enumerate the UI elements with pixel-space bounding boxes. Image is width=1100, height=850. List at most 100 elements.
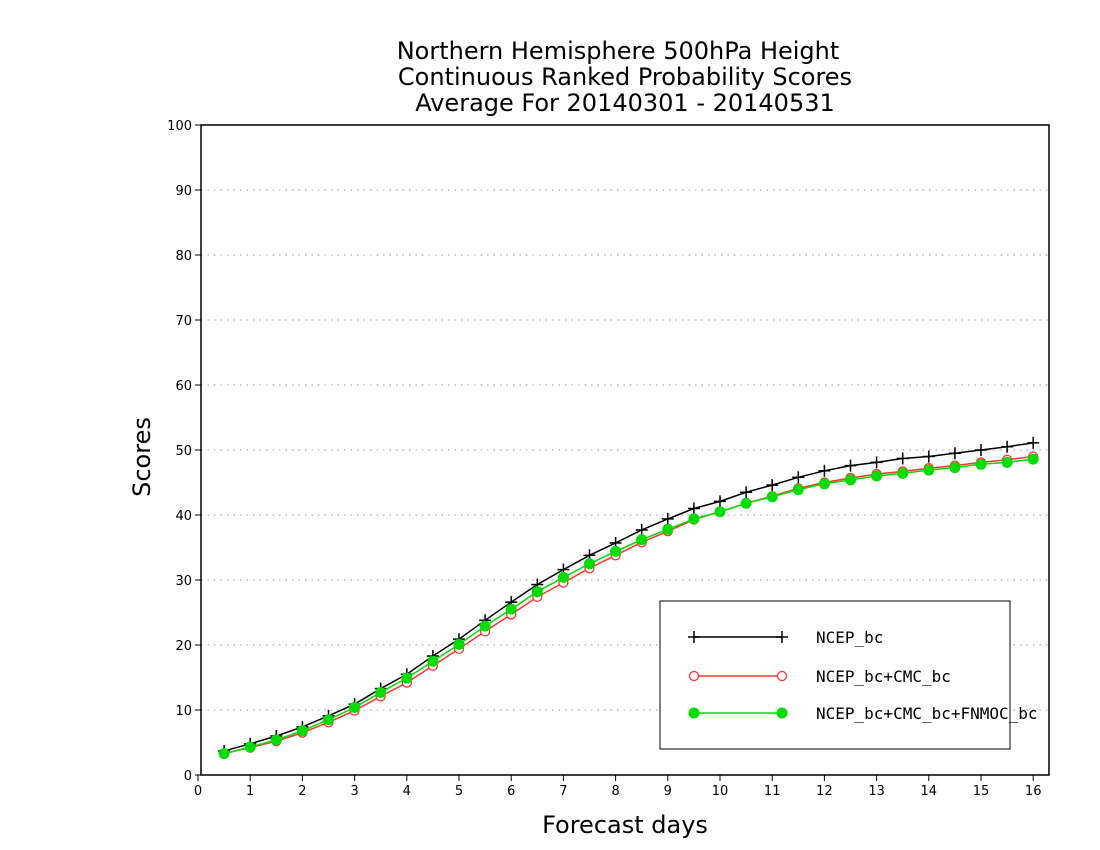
filled-circle-marker bbox=[740, 497, 752, 509]
legend-label: NCEP_bc+CMC_bc bbox=[816, 667, 951, 686]
y-tick-label: 0 bbox=[184, 769, 192, 784]
filled-circle-marker bbox=[688, 707, 700, 719]
filled-circle-marker bbox=[662, 523, 674, 535]
y-tick-label: 10 bbox=[175, 704, 192, 719]
y-tick-label: 20 bbox=[175, 639, 192, 654]
filled-circle-marker bbox=[1027, 453, 1039, 465]
legend-label: NCEP_bc bbox=[816, 628, 883, 647]
plus-marker bbox=[776, 631, 788, 643]
y-axis-ticks: 0 10 20 30 40 50 60 70 80 90 100 bbox=[167, 119, 201, 784]
filled-circle-marker bbox=[949, 462, 961, 474]
title-line-2: Continuous Ranked Probability Scores bbox=[398, 63, 852, 91]
x-tick-label: 8 bbox=[611, 784, 619, 799]
filled-circle-marker bbox=[923, 464, 935, 476]
filled-circle-marker bbox=[1001, 456, 1013, 468]
plus-marker bbox=[661, 512, 674, 525]
x-tick-label: 16 bbox=[1025, 784, 1042, 799]
open-circle-marker bbox=[688, 670, 700, 682]
filled-circle-marker bbox=[766, 491, 778, 503]
x-tick-label: 7 bbox=[559, 784, 567, 799]
filled-circle-marker bbox=[792, 484, 804, 496]
legend-item-3: NCEP_bc+CMC_bc+FNMOC_bc bbox=[688, 704, 1038, 723]
plus-marker bbox=[1027, 436, 1040, 449]
filled-circle-marker bbox=[714, 506, 726, 518]
plus-marker bbox=[844, 459, 857, 472]
plus-marker bbox=[922, 450, 935, 463]
x-tick-label: 6 bbox=[507, 784, 515, 799]
plus-marker bbox=[1001, 440, 1014, 453]
legend: NCEP_bc NCEP_bc+CMC_bc NCEP_bc+CMC_bc+FNMO… bbox=[659, 600, 1038, 750]
filled-circle-marker bbox=[531, 586, 543, 598]
x-axis-ticks: 0 1 2 3 4 5 6 7 8 9 10 11 12 13 14 15 16 bbox=[194, 775, 1042, 799]
y-tick-label: 50 bbox=[175, 444, 192, 459]
plus-marker bbox=[635, 523, 648, 536]
legend-label: NCEP_bc+CMC_bc+FNMOC_bc bbox=[816, 704, 1038, 723]
filled-circle-marker bbox=[479, 620, 491, 632]
filled-circle-marker bbox=[375, 686, 387, 698]
x-tick-label: 14 bbox=[921, 784, 938, 799]
filled-circle-marker bbox=[296, 725, 308, 737]
x-tick-label: 15 bbox=[973, 784, 990, 799]
title-line-1: Northern Hemisphere 500hPa Height bbox=[397, 37, 840, 65]
filled-circle-marker bbox=[584, 558, 595, 570]
legend-box bbox=[659, 600, 1011, 750]
plus-marker bbox=[766, 479, 779, 492]
y-tick-label: 30 bbox=[175, 574, 192, 589]
filled-circle-marker bbox=[349, 701, 361, 713]
filled-circle-marker bbox=[818, 478, 830, 490]
plus-marker bbox=[870, 456, 883, 469]
plus-marker bbox=[687, 502, 700, 515]
series-layer bbox=[218, 436, 1040, 760]
filled-circle-marker bbox=[845, 474, 856, 486]
y-tick-label: 90 bbox=[175, 184, 192, 199]
y-tick-label: 70 bbox=[175, 314, 192, 329]
plus-marker bbox=[740, 486, 753, 499]
x-tick-label: 12 bbox=[816, 784, 833, 799]
plus-marker bbox=[792, 471, 805, 484]
y-tick-label: 60 bbox=[175, 379, 192, 394]
filled-circle-marker bbox=[871, 470, 883, 482]
plus-marker bbox=[688, 631, 700, 643]
x-tick-label: 0 bbox=[194, 784, 202, 799]
plot-frame bbox=[200, 124, 1050, 776]
y-axis-label: Scores bbox=[128, 417, 156, 497]
x-tick-label: 1 bbox=[246, 784, 254, 799]
title-line-3: Average For 20140301 - 20140531 bbox=[415, 89, 835, 117]
series-3 bbox=[218, 453, 1039, 760]
x-tick-label: 11 bbox=[764, 784, 781, 799]
x-tick-label: 2 bbox=[298, 784, 306, 799]
filled-circle-marker bbox=[244, 741, 256, 753]
filled-circle-marker bbox=[688, 513, 700, 525]
filled-circle-marker bbox=[505, 603, 517, 615]
filled-circle-marker bbox=[401, 672, 413, 684]
grid-lines bbox=[201, 189, 1049, 711]
filled-circle-marker bbox=[776, 707, 788, 719]
plus-marker bbox=[896, 452, 909, 465]
x-tick-label: 3 bbox=[350, 784, 358, 799]
y-tick-label: 40 bbox=[175, 509, 192, 524]
y-tick-label: 80 bbox=[175, 249, 192, 264]
filled-circle-marker bbox=[610, 545, 622, 557]
x-tick-label: 9 bbox=[664, 784, 672, 799]
filled-circle-marker bbox=[218, 748, 230, 760]
plus-marker bbox=[975, 444, 987, 456]
plus-marker bbox=[948, 447, 961, 460]
plus-marker bbox=[714, 495, 726, 508]
x-tick-label: 10 bbox=[712, 784, 729, 799]
x-tick-label: 13 bbox=[868, 784, 885, 799]
open-circle-marker bbox=[776, 670, 788, 682]
plus-marker bbox=[818, 464, 831, 477]
x-tick-label: 4 bbox=[403, 784, 411, 799]
x-tick-label: 5 bbox=[455, 784, 463, 799]
x-axis-label: Forecast days bbox=[542, 811, 708, 839]
filled-circle-marker bbox=[323, 714, 334, 726]
filled-circle-marker bbox=[897, 467, 909, 479]
y-tick-label: 100 bbox=[167, 119, 192, 134]
chart-title: Northern Hemisphere 500hPa Height Contin… bbox=[397, 37, 852, 117]
filled-circle-marker bbox=[557, 571, 569, 583]
filled-circle-marker bbox=[975, 458, 987, 470]
legend-item-1: NCEP_bc bbox=[688, 628, 883, 647]
filled-circle-marker bbox=[453, 638, 465, 650]
filled-circle-marker bbox=[636, 534, 648, 546]
